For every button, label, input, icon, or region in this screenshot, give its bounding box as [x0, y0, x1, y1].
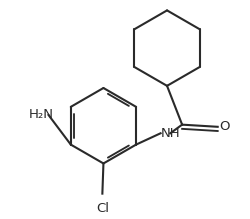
- Text: Cl: Cl: [96, 202, 109, 215]
- Text: NH: NH: [160, 127, 180, 140]
- Text: H₂N: H₂N: [29, 108, 54, 122]
- Text: O: O: [219, 120, 229, 133]
